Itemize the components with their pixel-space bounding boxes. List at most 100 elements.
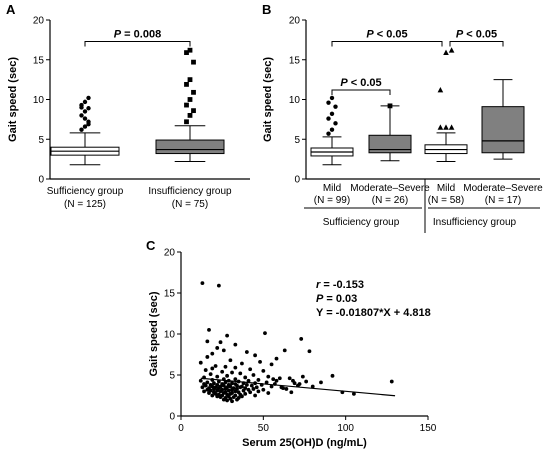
- panel-c-data-point: [235, 383, 239, 388]
- panel-c-data-point: [221, 383, 226, 388]
- panel-a-outlier-point: [82, 99, 88, 105]
- panel-b-category-n: (N = 99): [314, 195, 350, 206]
- panel-c-data-point: [235, 397, 239, 402]
- 2-y-tick-label: 20: [164, 248, 176, 259]
- panel-c-data-point: [249, 383, 254, 388]
- 2-y-axis-title: Gait speed (sec): [148, 291, 160, 376]
- panel-c-data-point: [215, 346, 220, 350]
- panel-c-data-point: [279, 385, 284, 390]
- panel-c-data-point: [198, 378, 203, 383]
- panel-a-outlier-point: [187, 97, 193, 102]
- panel-a-outlier-point: [184, 81, 189, 87]
- panel-c-data-point: [389, 379, 394, 384]
- panel-b-box-0: [310, 136, 354, 166]
- panel-a-category-n: (N = 75): [172, 199, 208, 210]
- 0-y-tick-label: 15: [33, 55, 45, 66]
- panel-c-data-point: [212, 387, 216, 391]
- panel-c-data-point: [254, 385, 259, 390]
- panel-c-data-point: [299, 337, 304, 341]
- panel-c-data-point: [212, 381, 216, 386]
- panel-c-data-point: [243, 375, 248, 380]
- panel-c-data-point: [256, 378, 261, 382]
- panel-c-data-point: [264, 380, 269, 385]
- panel-c-data-point: [198, 360, 203, 365]
- panel-c-data-point: [202, 389, 206, 394]
- panel-c-data-point: [261, 369, 266, 373]
- panel-c-data-point: [289, 390, 294, 395]
- panel-c-data-point: [205, 387, 210, 392]
- panel-b-outlier-point: [437, 86, 444, 93]
- panel-c-data-point: [251, 387, 256, 391]
- panel-b-box-3: [481, 79, 525, 160]
- panel-b-letter: B: [262, 2, 271, 17]
- panel-c-data-point: [226, 388, 231, 393]
- panel-c-data-point: [223, 364, 228, 369]
- panel-c-data-point: [319, 380, 323, 385]
- panel-c-data-point: [223, 380, 228, 385]
- 0-y-axis-title: Gait speed (sec): [7, 57, 19, 142]
- panel-c-data-point: [244, 350, 249, 354]
- panel-b-category-label: Moderate–Severe: [350, 183, 430, 194]
- panel-a-outlier-point: [184, 50, 189, 55]
- panel-b-outlier-point: [448, 47, 455, 53]
- panel-b-comparison-bracket: [331, 40, 443, 47]
- 2-y-tick-label: 15: [164, 289, 176, 300]
- panel-c-x-axis-title: Serum 25(OH)D (ng/mL): [242, 437, 367, 449]
- panel-b-category-n: (N = 17): [485, 195, 521, 206]
- panel-c-data-point: [210, 366, 215, 371]
- panel-b-outlier-point: [326, 116, 331, 121]
- panel-b-outlier-point: [326, 100, 331, 105]
- panel-c-data-point: [221, 397, 226, 402]
- panel-c-data-point: [266, 374, 271, 379]
- panel-b-outlier-point: [333, 121, 338, 126]
- panel-b-outlier-point: [443, 124, 449, 130]
- panel-c-stat-annotation: Y = -0.01807*X + 4.818: [316, 307, 431, 319]
- 1-y-tick-label: 10: [289, 95, 301, 106]
- panel-c-data-point: [233, 365, 238, 370]
- panel-b-outlier-point: [437, 124, 444, 130]
- panel-b-box-2: [424, 132, 468, 163]
- panel-a-outlier-point: [86, 95, 91, 101]
- panel-b-comparison-label: P < 0.05: [456, 28, 497, 40]
- panel-a-box-1: [155, 125, 225, 163]
- panel-c-regression-line: [200, 377, 396, 397]
- panel-c-data-point: [282, 348, 287, 353]
- 0-y-tick-label: 5: [38, 135, 44, 146]
- panel-a-category-n: (N = 125): [64, 199, 106, 210]
- panel-c-data-point: [207, 328, 211, 332]
- panel-b-group-label: Sufficiency group: [323, 217, 400, 228]
- panel-c-data-point: [200, 385, 205, 390]
- panel-c-data-point: [220, 369, 225, 374]
- panel-c-data-point: [243, 391, 248, 396]
- panel-b-outlier-point: [326, 131, 331, 136]
- panel-c-data-point: [221, 348, 226, 353]
- panel-c-data-point: [230, 370, 234, 375]
- panel-c-data-point: [258, 359, 262, 364]
- panel-b-comparison-bracket: [331, 89, 391, 95]
- panel-c-data-point: [228, 384, 233, 389]
- panel-c-data-point: [307, 349, 312, 354]
- panel-c-data-point: [310, 384, 315, 389]
- panel-c-x-tick-label: 50: [258, 423, 270, 434]
- panel-c-stat-annotation: P = 0.03: [316, 293, 357, 305]
- 1-y-tick-label: 20: [289, 16, 301, 27]
- 0-y-tick-label: 0: [38, 175, 44, 186]
- panel-c-data-point: [200, 281, 205, 286]
- panel-c-data-point: [297, 382, 302, 386]
- panel-c-data-point: [218, 340, 223, 345]
- panel-c-data-point: [233, 377, 238, 381]
- panel-c-data-point: [207, 391, 211, 395]
- panel-c-data-point: [352, 391, 356, 396]
- iqr-box: [368, 134, 412, 154]
- panel-b-comparison-label: P < 0.05: [366, 28, 407, 40]
- panel-a-outlier-point: [191, 89, 196, 95]
- panel-c-data-point: [269, 384, 274, 389]
- panel-a-outlier-point: [191, 108, 196, 114]
- 2-y-tick-label: 5: [169, 371, 175, 382]
- panel-c-data-point: [274, 356, 279, 361]
- panel-c-data-point: [218, 395, 223, 400]
- panel-a-letter: A: [6, 2, 16, 17]
- panel-a-outlier-point: [86, 106, 91, 111]
- panel-c-stat-annotation: r = -0.153: [316, 279, 364, 291]
